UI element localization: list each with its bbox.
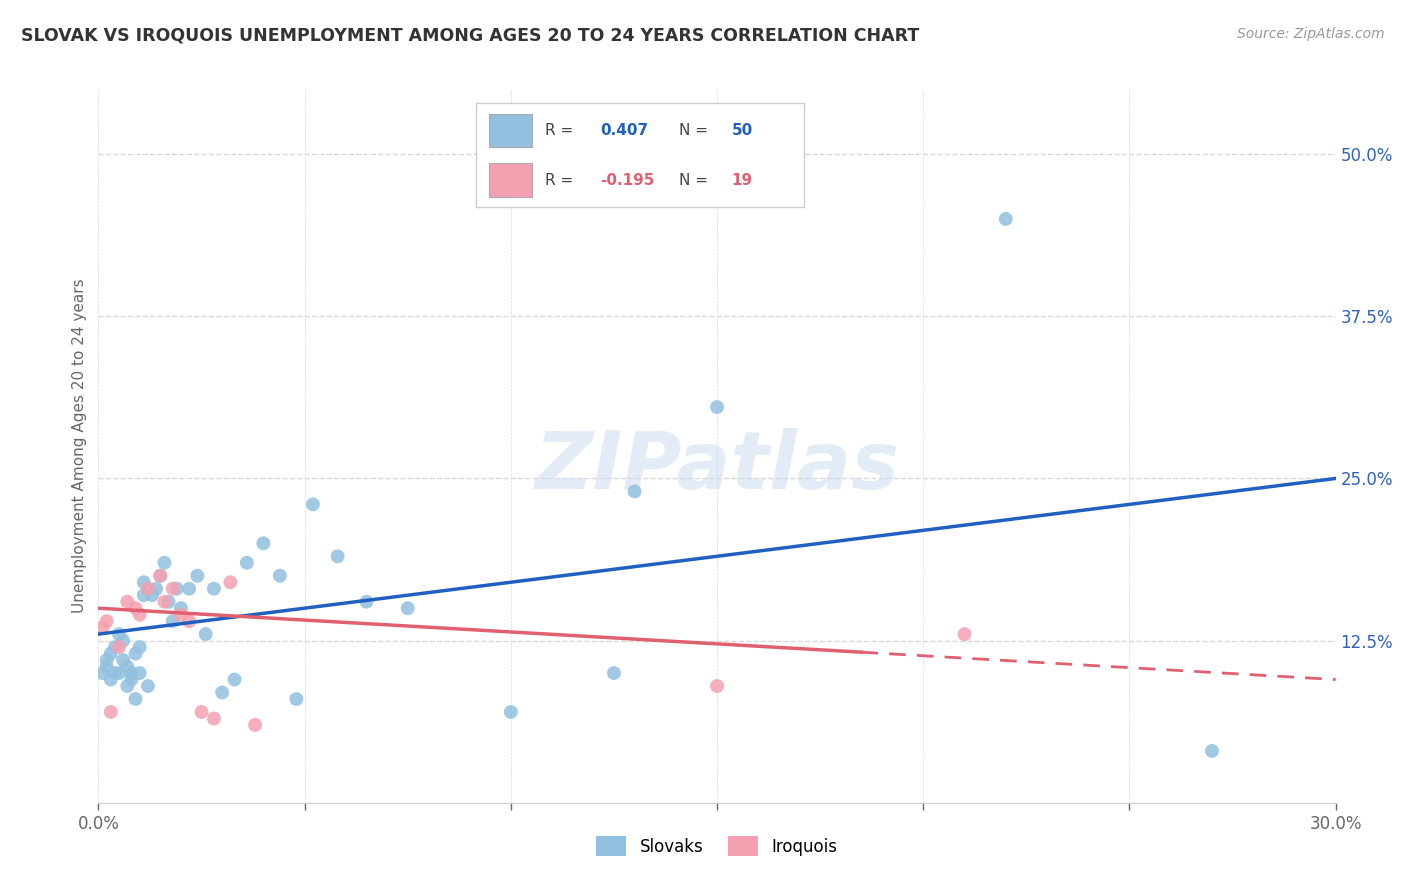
Point — [124, 692, 146, 706]
Point — [120, 666, 142, 681]
Point — [112, 633, 135, 648]
Point — [170, 601, 193, 615]
Point — [124, 647, 146, 661]
Point — [499, 705, 522, 719]
Point — [108, 666, 131, 681]
Point — [128, 666, 150, 681]
Point — [190, 705, 212, 719]
Point — [179, 582, 201, 596]
Point — [194, 627, 217, 641]
Point — [120, 673, 142, 687]
Point — [91, 621, 114, 635]
Point — [224, 673, 246, 687]
Point — [157, 595, 180, 609]
Point — [96, 614, 118, 628]
Point — [953, 627, 976, 641]
Point — [202, 582, 225, 596]
Point — [136, 679, 159, 693]
Point — [302, 497, 325, 511]
Point — [326, 549, 349, 564]
Point — [141, 588, 163, 602]
Point — [166, 582, 188, 596]
Text: ZIPatlas: ZIPatlas — [534, 428, 900, 507]
Point — [149, 568, 172, 582]
Point — [285, 692, 308, 706]
Point — [1201, 744, 1223, 758]
Point — [994, 211, 1017, 226]
Point — [252, 536, 274, 550]
Point — [186, 568, 208, 582]
Point — [269, 568, 291, 582]
Point — [108, 640, 131, 654]
Point — [117, 659, 139, 673]
Point — [149, 568, 172, 582]
Point — [128, 607, 150, 622]
Point — [104, 666, 127, 681]
Point — [243, 718, 266, 732]
Point — [117, 679, 139, 693]
Point — [236, 556, 259, 570]
Point — [179, 614, 201, 628]
Point — [124, 601, 146, 615]
Point — [128, 640, 150, 654]
Point — [162, 614, 184, 628]
Point — [219, 575, 242, 590]
Point — [623, 484, 645, 499]
Point — [356, 595, 378, 609]
Point — [117, 595, 139, 609]
Point — [153, 595, 176, 609]
Point — [706, 400, 728, 414]
Point — [132, 588, 155, 602]
Text: Source: ZipAtlas.com: Source: ZipAtlas.com — [1237, 27, 1385, 41]
Point — [96, 659, 118, 673]
Point — [603, 666, 626, 681]
Point — [96, 653, 118, 667]
Point — [202, 711, 225, 725]
Point — [91, 666, 114, 681]
Point — [396, 601, 419, 615]
Point — [108, 627, 131, 641]
Point — [136, 582, 159, 596]
Legend: Slovaks, Iroquois: Slovaks, Iroquois — [589, 830, 845, 863]
Point — [104, 640, 127, 654]
Point — [100, 673, 122, 687]
Point — [706, 679, 728, 693]
Point — [132, 575, 155, 590]
Point — [153, 556, 176, 570]
Point — [211, 685, 233, 699]
Y-axis label: Unemployment Among Ages 20 to 24 years: Unemployment Among Ages 20 to 24 years — [72, 278, 87, 614]
Point — [162, 582, 184, 596]
Point — [112, 653, 135, 667]
Point — [145, 582, 167, 596]
Text: SLOVAK VS IROQUOIS UNEMPLOYMENT AMONG AGES 20 TO 24 YEARS CORRELATION CHART: SLOVAK VS IROQUOIS UNEMPLOYMENT AMONG AG… — [21, 27, 920, 45]
Point — [100, 705, 122, 719]
Point — [170, 607, 193, 622]
Point — [100, 647, 122, 661]
